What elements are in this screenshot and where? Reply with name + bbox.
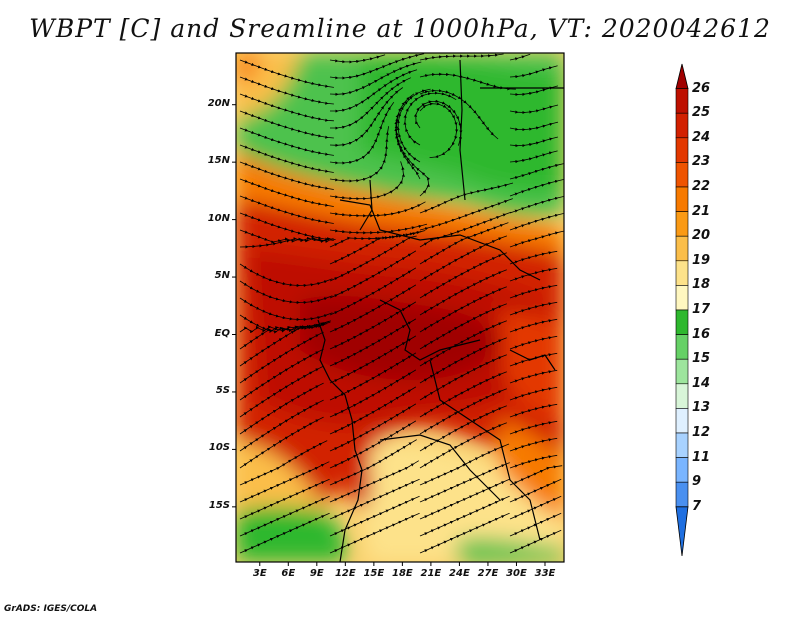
lon-tick-label: 12E (334, 568, 356, 579)
plot-frame (235, 52, 565, 563)
colorbar-label: 22 (692, 179, 711, 194)
streamline (509, 250, 558, 265)
streamline (509, 403, 558, 418)
colorbar-label: 15 (692, 351, 711, 367)
streamline (509, 104, 559, 115)
colorbar-label: 14 (692, 375, 711, 391)
lat-tick-label: 15S (208, 499, 230, 511)
lon-tick-label: 30E (506, 568, 527, 579)
streamline (509, 196, 564, 214)
lon-tick-label: 24E (449, 568, 470, 579)
chart-title: WBPT [C] and Sreamline at 1000hPa, VT: 2… (29, 14, 771, 43)
streamline (509, 65, 558, 79)
colorbar-label: 21 (692, 203, 711, 219)
lat-tick-label: 5N (214, 270, 230, 282)
streamline (329, 201, 426, 218)
colorbar-label: 12 (692, 425, 711, 440)
colorbar-label: 26 (692, 80, 711, 96)
colorbar-label: 9 (692, 474, 702, 490)
colorbar-segment (675, 88, 689, 114)
streamline (509, 454, 558, 469)
colorbar-label: 24 (692, 129, 711, 145)
lon-tick-label: 33E (534, 568, 556, 579)
lat-tick-label: 20N (207, 97, 230, 109)
lat-tick-label: EQ (214, 327, 230, 339)
colorbar-label: 16 (692, 326, 711, 342)
colorbar-segment (675, 457, 689, 483)
colorbar-label: 18 (692, 277, 711, 293)
streamline (509, 267, 558, 282)
streamline (509, 495, 562, 520)
colorbar-segment (675, 309, 689, 335)
streamline (509, 284, 558, 299)
streamline (509, 53, 531, 61)
wbpt-field (236, 53, 564, 562)
streamline (509, 386, 558, 401)
streamline (419, 89, 499, 140)
colorbar-min-triangle (675, 506, 689, 557)
lat-tick-label: 10N (207, 212, 230, 224)
colorbar-label: 13 (692, 400, 711, 416)
colorbar-segment (675, 408, 689, 434)
streamline (329, 512, 420, 554)
streamline (509, 318, 558, 333)
country-borders (317, 59, 564, 562)
lat-tick-label: 10S (208, 442, 230, 454)
colorbar-label: 23 (692, 154, 711, 170)
colorbar-label: 11 (692, 449, 711, 465)
colorbar-max-triangle (675, 63, 689, 89)
colorbar-segment (675, 186, 689, 212)
colorbar-label: 7 (692, 498, 702, 514)
streamline (394, 112, 431, 197)
streamline (509, 150, 558, 164)
colorbar-label: 17 (692, 302, 711, 317)
lon-tick-label: 18E (392, 568, 413, 579)
streamline (509, 213, 564, 231)
colorbar-segment (675, 358, 689, 385)
streamline (509, 465, 563, 486)
lat-tick-label: 15N (207, 155, 230, 167)
streamline (509, 369, 558, 384)
colorbar-label: 25 (692, 105, 711, 121)
colorbar-segment (675, 432, 689, 458)
colorbar-segment (675, 334, 689, 360)
streamline (509, 301, 558, 316)
lon-tick-label: 3E (252, 568, 267, 579)
colorbar-segment (675, 211, 689, 237)
colorbar-segment (675, 112, 689, 139)
streamline (239, 236, 336, 249)
lon-tick-label: 6E (281, 568, 296, 579)
colorbar-segment (675, 260, 689, 286)
lat-tick-label: 5S (215, 384, 230, 396)
colorbar-segment (675, 481, 689, 508)
colorbar-label: 19 (692, 252, 711, 268)
lon-tick-label: 21E (420, 568, 442, 579)
streamline (509, 335, 558, 350)
colorbar (675, 63, 689, 557)
lon-tick-label: 15E (363, 568, 385, 579)
streamline (509, 179, 564, 197)
streamline (509, 121, 559, 132)
lon-tick-label: 9E (309, 568, 324, 579)
colorbar-segment (675, 162, 689, 188)
axis-ticks (232, 104, 546, 566)
colorbar-segment (675, 137, 689, 163)
colorbar-label: 20 (692, 228, 711, 244)
streamline (239, 512, 330, 554)
streamline (509, 230, 564, 248)
streamline (509, 437, 558, 452)
streamline (419, 512, 510, 554)
streamline (509, 420, 558, 435)
streamline (509, 163, 564, 180)
lon-tick-label: 27E (477, 568, 499, 579)
streamline (509, 136, 558, 148)
grads-credit: GrADS: IGES/COLA (4, 604, 98, 614)
colorbar-segment (675, 285, 689, 311)
colorbar-segment (675, 383, 689, 409)
streamline (509, 478, 562, 503)
streamline (419, 53, 504, 61)
colorbar-segment (675, 235, 689, 262)
streamline (509, 529, 562, 554)
